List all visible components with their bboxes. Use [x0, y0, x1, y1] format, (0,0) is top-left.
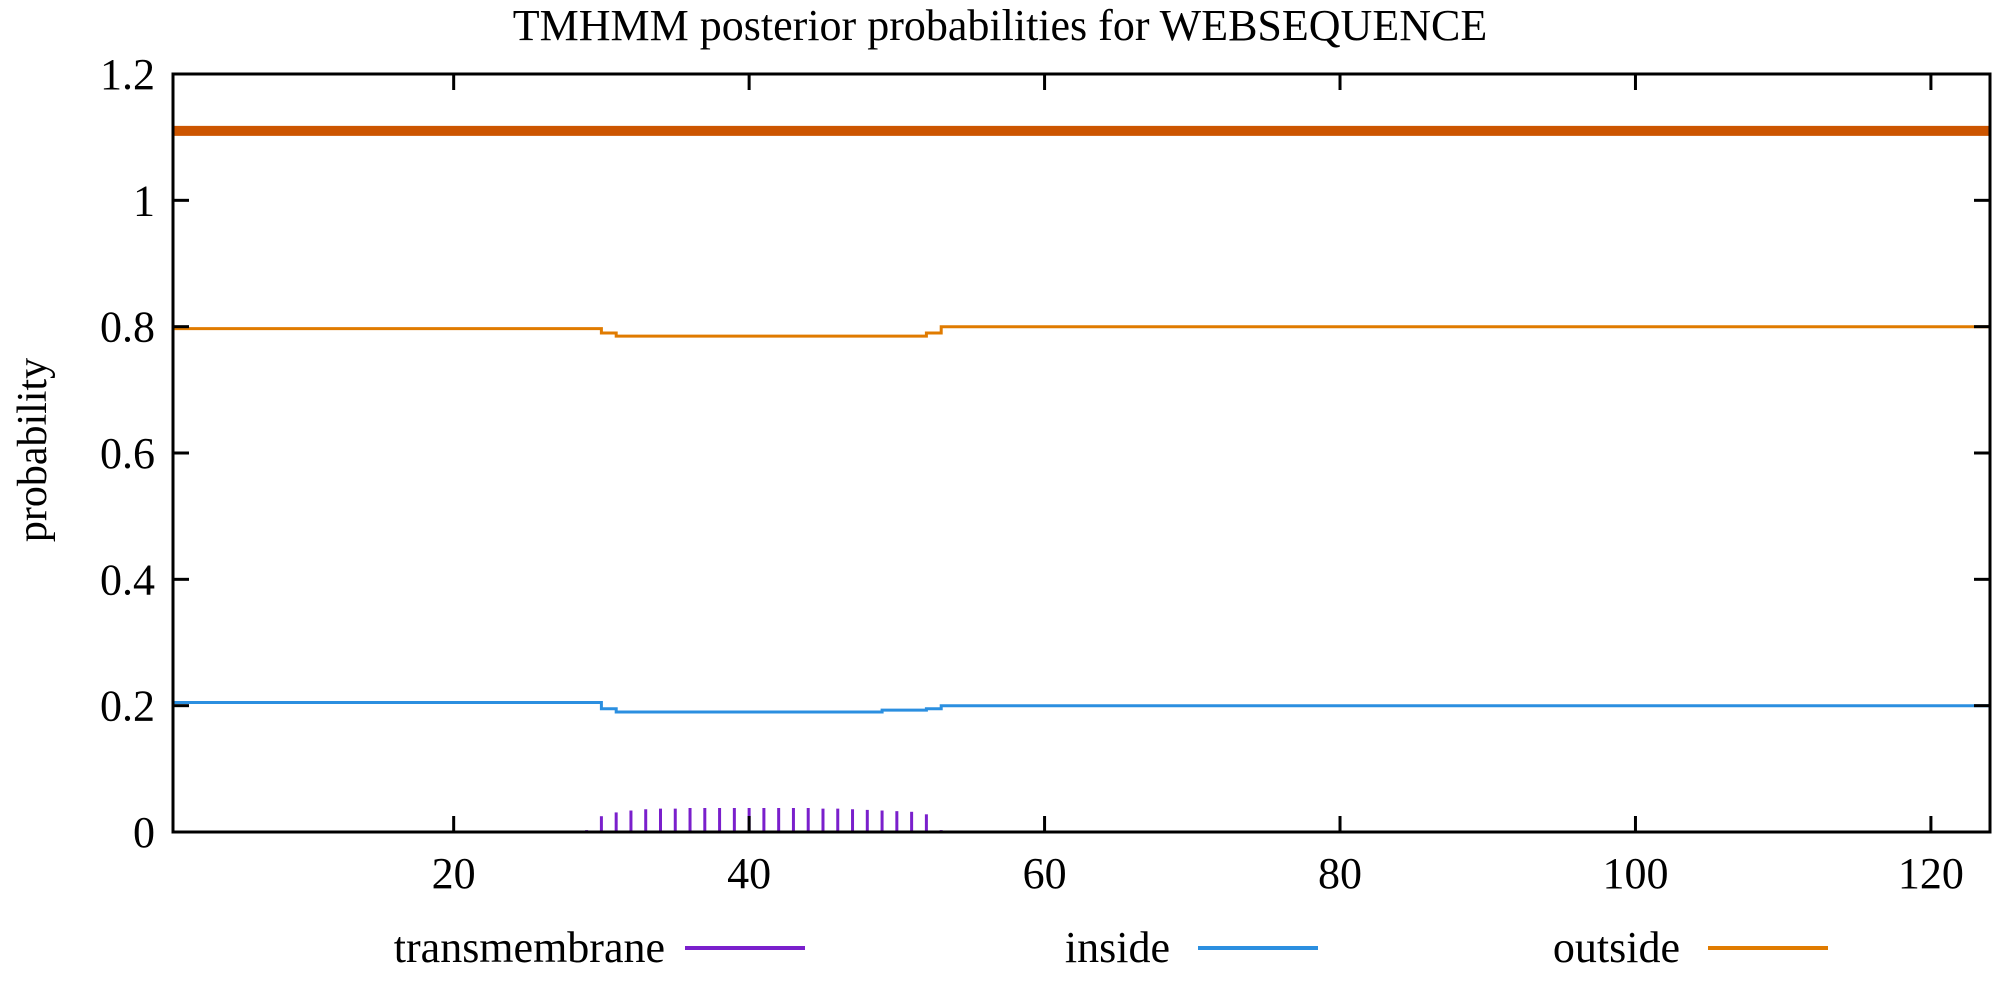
- legend-item-inside: inside: [1065, 923, 1318, 972]
- x-tick-label: 20: [432, 849, 476, 898]
- y-axis-ticks: 0 0.2 0.4 0.6 0.8 1 1.2: [100, 50, 1990, 857]
- y-tick-label: 0.8: [100, 303, 155, 352]
- x-tick-label: 40: [727, 849, 771, 898]
- plot-frame-group: [171, 72, 1992, 834]
- plot-frame: [171, 72, 1992, 834]
- legend-item-transmembrane: transmembrane: [394, 923, 805, 972]
- x-tick-label: 100: [1602, 849, 1668, 898]
- y-axis-label: probability: [10, 358, 56, 542]
- inside-series-line: [173, 701, 1990, 714]
- y-tick-label: 1: [133, 176, 155, 225]
- y-tick-label: 0.4: [100, 555, 155, 604]
- x-tick-label: 120: [1898, 849, 1964, 898]
- y-tick-label: 1.2: [100, 50, 155, 99]
- legend: transmembrane inside outside: [394, 923, 1828, 972]
- legend-label-inside: inside: [1065, 923, 1170, 972]
- outside-series-line: [173, 325, 1990, 338]
- x-tick-label: 60: [1023, 849, 1067, 898]
- y-tick-label: 0: [133, 808, 155, 857]
- series-layer: [173, 125, 1990, 832]
- legend-item-outside: outside: [1553, 923, 1828, 972]
- x-axis-ticks: 20 40 60 80 100 120: [432, 74, 1964, 898]
- legend-label-outside: outside: [1553, 923, 1680, 972]
- x-tick-label: 80: [1318, 849, 1362, 898]
- legend-label-transmembrane: transmembrane: [394, 923, 665, 972]
- y-tick-label: 0.6: [100, 429, 155, 478]
- y-tick-label: 0.2: [100, 682, 155, 731]
- chart-title: TMHMM posterior probabilities for WEBSEQ…: [513, 1, 1487, 50]
